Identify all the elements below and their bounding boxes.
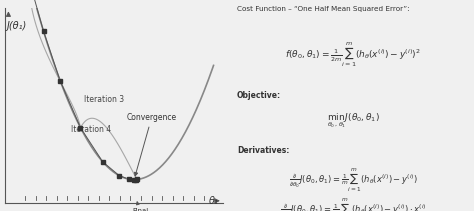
Text: Iteration 3: Iteration 3: [84, 95, 124, 104]
Text: $f(\theta_0, \theta_1) = \frac{1}{2m}\sum_{i=1}^{m}(h_\theta(x^{(i)}) - y^{(i)}): $f(\theta_0, \theta_1) = \frac{1}{2m}\su…: [285, 40, 421, 69]
Text: Final
Value: Final Value: [131, 202, 150, 211]
Text: θ₁: θ₁: [209, 196, 219, 206]
Text: Iteration 4: Iteration 4: [71, 125, 111, 134]
Text: Derivatives:: Derivatives:: [237, 146, 290, 155]
Text: $\frac{\partial}{\partial \theta_1} J(\theta_0, \theta_1) = \frac{1}{m}\sum_{i=1: $\frac{\partial}{\partial \theta_1} J(\t…: [280, 196, 427, 211]
Text: Convergence: Convergence: [127, 113, 177, 176]
Text: Objective:: Objective:: [237, 91, 281, 100]
Text: $\min_{\theta_0, \theta_1} J(\theta_0, \theta_1)$: $\min_{\theta_0, \theta_1} J(\theta_0, \…: [327, 112, 380, 130]
Text: Starting
Point: Starting Point: [0, 210, 1, 211]
Text: J(θ₁): J(θ₁): [7, 21, 27, 31]
Text: Cost Function – “One Half Mean Squared Error”:: Cost Function – “One Half Mean Squared E…: [237, 6, 410, 12]
Text: $\frac{\partial}{\partial \theta_0} J(\theta_0, \theta_1) = \frac{1}{m}\sum_{i=1: $\frac{\partial}{\partial \theta_0} J(\t…: [289, 167, 418, 194]
